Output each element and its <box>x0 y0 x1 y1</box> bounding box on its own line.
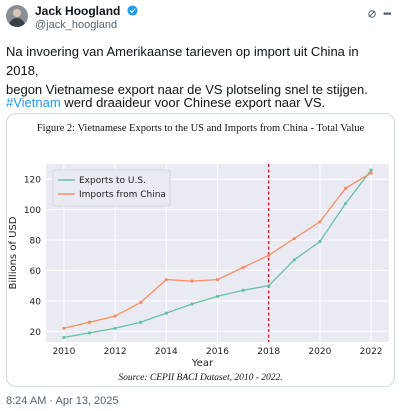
data-point-imports <box>369 171 373 175</box>
data-point-exports <box>215 294 220 298</box>
author-handle[interactable]: @jack_hoogland <box>35 19 118 31</box>
tweet-text: Na invoering van Amerikaanse tarieven op… <box>6 44 368 97</box>
avatar-head-shape <box>13 9 21 17</box>
chart-svg: Figure 2: Vietnamese Exports to the US a… <box>8 123 389 383</box>
data-point-imports <box>241 265 245 270</box>
x-tick-label: 2022 <box>360 347 383 357</box>
chart-source: Source: CEPII BACI Dataset, 2010 - 2022. <box>118 373 282 383</box>
legend-label: Imports from China <box>79 190 166 200</box>
data-point-imports <box>318 220 322 224</box>
data-point-imports <box>343 186 348 190</box>
avatar[interactable] <box>6 5 28 27</box>
data-point-exports <box>343 201 348 206</box>
data-point-exports <box>139 320 143 324</box>
more-icon[interactable]: ••• <box>383 9 391 20</box>
tweet-text-second-paragraph: #Vietnam werd draaideur voor Chinese exp… <box>6 93 394 112</box>
data-point-exports <box>87 331 92 335</box>
data-point-exports <box>292 258 296 262</box>
x-tick-label: 2018 <box>257 347 280 357</box>
x-tick-label: 2020 <box>308 347 331 357</box>
data-point-imports <box>190 279 194 283</box>
data-point-imports <box>139 300 143 305</box>
data-point-exports <box>62 335 66 340</box>
author-name[interactable]: Jack Hoogland <box>35 4 138 18</box>
hashtag-link[interactable]: #Vietnam <box>6 95 61 110</box>
y-tick-label: 80 <box>30 237 42 247</box>
verified-badge-icon <box>127 5 138 16</box>
data-point-exports <box>113 326 117 330</box>
data-point-exports <box>267 284 271 288</box>
data-point-imports <box>164 278 168 282</box>
tweet-text-rest: werd draaideur voor Chinese export naar … <box>60 95 326 110</box>
y-tick-label: 100 <box>24 206 41 216</box>
x-tick-label: 2012 <box>104 347 127 357</box>
author-name-text: Jack Hoogland <box>35 4 121 18</box>
data-point-exports <box>164 311 168 315</box>
legend-label: Exports to U.S. <box>79 176 146 186</box>
y-tick-label: 20 <box>30 328 42 338</box>
x-tick-label: 2010 <box>52 347 75 357</box>
data-point-imports <box>87 320 92 324</box>
chart-title: Figure 2: Vietnamese Exports to the US a… <box>37 123 365 134</box>
x-tick-label: 2014 <box>155 347 178 357</box>
x-axis-label: Year <box>191 358 214 369</box>
grok-icon[interactable] <box>367 9 377 19</box>
timestamp[interactable]: 8:24 AM · Apr 13, 2025 <box>6 395 119 407</box>
data-point-imports <box>62 326 66 330</box>
data-point-exports <box>369 168 373 172</box>
data-point-imports <box>215 278 220 282</box>
avatar-torso-shape <box>9 18 25 27</box>
data-point-imports <box>292 236 296 241</box>
y-tick-label: 120 <box>24 176 41 186</box>
data-point-exports <box>241 288 245 292</box>
y-axis-label: Billions of USD <box>8 216 19 289</box>
data-point-imports <box>267 253 271 257</box>
data-point-imports <box>113 314 117 318</box>
x-tick-label: 2016 <box>206 347 229 357</box>
chart-image[interactable]: Figure 2: Vietnamese Exports to the US a… <box>6 113 395 387</box>
y-tick-label: 60 <box>30 267 42 277</box>
data-point-exports <box>318 239 322 244</box>
data-point-exports <box>190 302 194 306</box>
legend-box <box>52 169 171 207</box>
y-tick-label: 40 <box>30 297 42 307</box>
